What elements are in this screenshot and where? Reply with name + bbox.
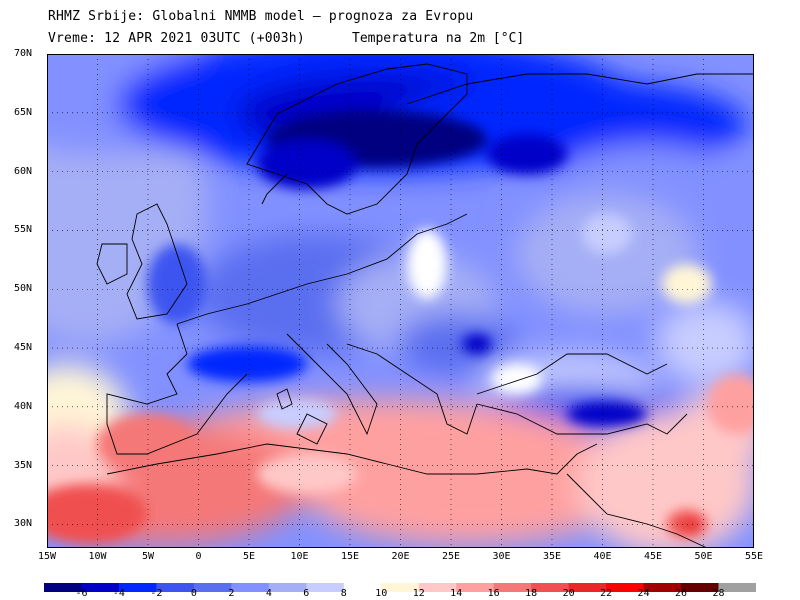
colorbar-swatch <box>156 583 195 592</box>
longitude-label: 45E <box>643 551 663 562</box>
colorbar-label: -4 <box>112 588 125 599</box>
temperature-detail <box>47 111 754 544</box>
colorbar-swatch <box>643 583 682 592</box>
colorbar-label: 14 <box>450 588 463 599</box>
colorbar-swatch <box>231 583 270 592</box>
colorbar-label: -2 <box>150 588 163 599</box>
coastlines <box>96 63 754 548</box>
colorbar-swatch <box>268 583 307 592</box>
colorbar-label: 26 <box>675 588 688 599</box>
latitude-label: 65N <box>14 106 33 118</box>
longitude-label: 5W <box>141 551 155 562</box>
colorbar-swatch <box>193 583 232 592</box>
chart-title: RHMZ Srbije: Globalni NMMB model – progn… <box>48 9 474 24</box>
colorbar-label: 20 <box>562 588 575 599</box>
colorbar-swatch <box>531 583 570 592</box>
latitude-label: 60N <box>14 165 33 177</box>
longitude-label: 15W <box>37 551 57 562</box>
colorbar-swatch <box>343 583 382 592</box>
latitude-label: 35N <box>14 459 33 471</box>
longitude-label: 35E <box>542 551 562 562</box>
latitude-label: 30N <box>14 518 33 530</box>
colorbar-swatch <box>306 583 345 592</box>
colorbar-label: 12 <box>412 588 425 599</box>
latitude-label: 50N <box>14 283 33 295</box>
longitude-label: 15E <box>340 551 360 562</box>
colorbar-label: 2 <box>228 588 235 599</box>
longitude-label: 10E <box>290 551 309 562</box>
longitude-label: 50E <box>694 551 713 562</box>
map-frame <box>47 54 754 548</box>
colorbar-label: 16 <box>487 588 500 599</box>
colorbar-swatch <box>493 583 532 592</box>
colorbar-swatch <box>718 583 757 592</box>
longitude-label: 25E <box>441 551 461 562</box>
colorbar <box>44 577 757 592</box>
longitude-label: 10W <box>88 551 107 562</box>
colorbar-label: -6 <box>75 588 88 599</box>
colorbar-label: 28 <box>712 588 725 599</box>
colorbar-swatch <box>418 583 457 592</box>
latitude-label: 45N <box>14 342 33 354</box>
variable-title: Temperatura na 2m [°C] <box>352 31 525 46</box>
colorbar-label: 24 <box>637 588 650 599</box>
longitude-label: 55E <box>744 551 764 562</box>
latitude-label: 70N <box>14 48 33 59</box>
longitude-label: 0 <box>195 551 202 562</box>
colorbar-label: 8 <box>340 588 347 599</box>
temperature-map <box>47 54 754 548</box>
colorbar-swatch <box>44 583 82 592</box>
colorbar-label: 0 <box>190 588 197 599</box>
colorbar-label: 10 <box>375 588 388 599</box>
colorbar-swatch <box>681 583 720 592</box>
colorbar-swatch <box>81 583 120 592</box>
longitude-label: 5E <box>242 551 256 562</box>
colorbar-label: 6 <box>303 588 310 599</box>
longitude-label: 20E <box>391 551 410 562</box>
colorbar-swatch <box>606 583 645 592</box>
colorbar-label: 18 <box>525 588 538 599</box>
colorbar-label: 4 <box>265 588 272 599</box>
colorbar-swatch <box>118 583 157 592</box>
forecast-time: Vreme: 12 APR 2021 03UTC (+003h) <box>48 31 305 46</box>
longitude-label: 40E <box>593 551 612 562</box>
colorbar-swatch <box>456 583 495 592</box>
colorbar-label: 22 <box>600 588 613 599</box>
longitude-label: 30E <box>492 551 511 562</box>
latitude-label: 55N <box>14 224 33 236</box>
colorbar-swatch <box>568 583 607 592</box>
latitude-label: 40N <box>14 400 33 412</box>
colorbar-swatch <box>381 583 420 592</box>
